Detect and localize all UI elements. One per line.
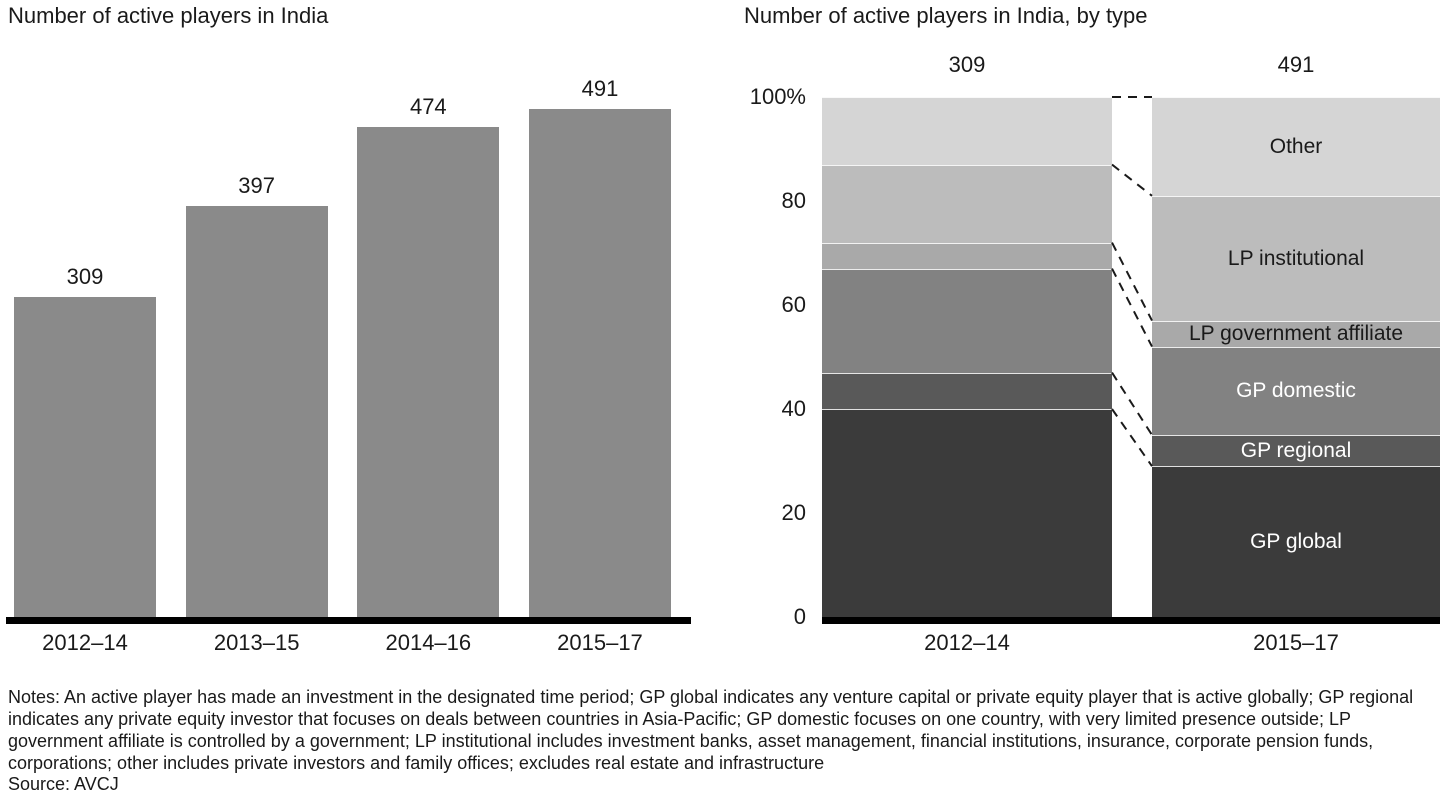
right-chart-title: Number of active players in India, by ty… <box>744 3 1148 28</box>
segment-lp-government-affiliate: LP government affiliate <box>1152 320 1440 347</box>
y-axis-tick-label: 60 <box>781 292 806 317</box>
x-axis-label: 2013–15 <box>213 630 300 655</box>
connector-line <box>1111 242 1153 322</box>
segment-other <box>822 97 1112 165</box>
chart-source: Source: AVCJ <box>8 774 119 794</box>
y-axis-tick-label: 80 <box>781 188 806 213</box>
segment-gp-regional: GP regional <box>1152 435 1440 467</box>
x-axis-label: 2015–17 <box>557 630 643 655</box>
bar-value-label: 309 <box>66 264 104 290</box>
bar-value-label: 491 <box>581 76 619 101</box>
x-axis-label: 2012–14 <box>924 630 1010 655</box>
bar-column-2014-16: 474 <box>357 93 500 617</box>
connector-line <box>1111 372 1153 436</box>
stacked-bar-total: 309 <box>948 52 986 77</box>
bar <box>14 297 156 617</box>
bar-value-label: 397 <box>238 173 276 199</box>
segment-lp-government-affiliate <box>822 242 1112 269</box>
segment-lp-institutional: LP institutional <box>1152 195 1440 321</box>
connector-line <box>1111 408 1153 467</box>
left-chart-plot: 309 397 474 491 <box>14 76 671 617</box>
bar-column-2012-14: 309 <box>14 264 156 617</box>
segment-connector-lines <box>1111 96 1153 467</box>
y-axis-tick-label: 0 <box>793 604 806 629</box>
chart-notes: Notes: An active player has made an inve… <box>8 687 1414 773</box>
left-chart-title: Number of active players in India <box>8 3 329 28</box>
left-chart-x-axis-line <box>6 617 691 624</box>
x-axis-label: 2015–17 <box>1253 630 1339 655</box>
bar <box>528 109 671 617</box>
right-chart-plot: GP global GP regional GP domestic LP govern… <box>822 97 1440 617</box>
segment-gp-global <box>822 409 1112 617</box>
connector-line <box>1111 163 1153 197</box>
right-chart-y-axis-labels: 100% 80 60 40 20 0 <box>740 0 806 660</box>
bar <box>357 126 500 617</box>
bar-column-2013-15: 397 <box>185 173 328 617</box>
connector-line <box>1111 268 1153 348</box>
y-axis-tick-label: 40 <box>781 396 806 421</box>
segment-other: Other <box>1152 97 1440 196</box>
y-axis-tick-label: 100% <box>749 84 806 109</box>
stacked-bar-2015-17: GP global GP regional GP domestic LP govern… <box>1152 97 1440 617</box>
segment-lp-institutional <box>822 164 1112 243</box>
segment-gp-regional <box>822 372 1112 409</box>
bar-column-2015-17: 491 <box>528 76 671 617</box>
x-axis-label: 2014–16 <box>385 630 472 655</box>
y-axis-tick-label: 20 <box>781 500 806 525</box>
segment-gp-domestic <box>822 268 1112 373</box>
bar-value-label: 474 <box>409 93 447 119</box>
segment-gp-global: GP global <box>1152 466 1440 617</box>
bar <box>185 206 328 617</box>
left-chart-x-axis-labels: 2012–14 2013–15 2014–16 2015–17 <box>14 630 671 656</box>
x-axis-label: 2012–14 <box>42 630 128 655</box>
stacked-bar-2012-14 <box>822 97 1112 617</box>
segment-gp-domestic: GP domestic <box>1152 346 1440 436</box>
right-chart-x-axis-line <box>822 617 1440 624</box>
stacked-bar-total: 491 <box>1277 52 1315 77</box>
